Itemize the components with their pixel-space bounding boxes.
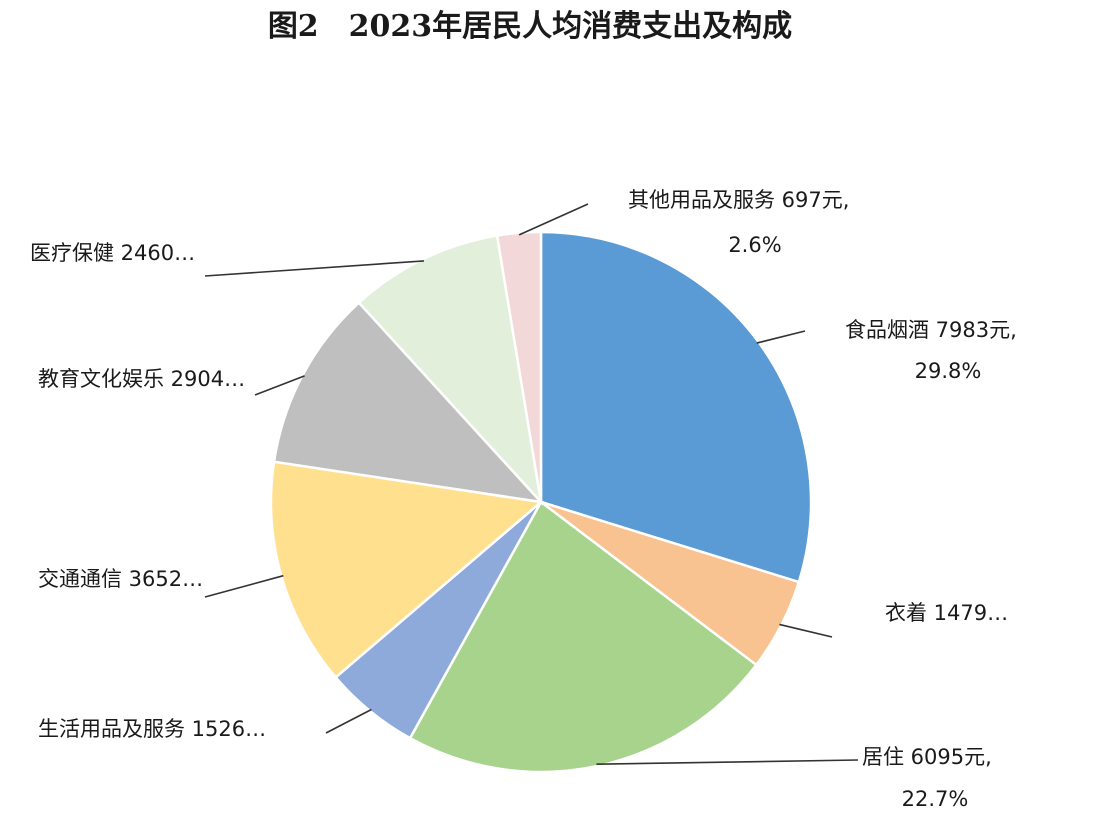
slice-label-3: 居住 6095元, [862, 745, 992, 769]
pie-slice-3 [408, 500, 759, 774]
chart-title: 图2 2023年居民人均消费支出及构成 [268, 9, 792, 44]
slice-label-4: 生活用品及服务 1526… [38, 717, 266, 741]
leader-line-5 [204, 574, 284, 598]
slice-label-7: 医疗保健 2460… [30, 241, 195, 265]
slice-label-8: 其他用品及服务 697元, [628, 188, 849, 212]
slice-label-2: 衣着 1479… [885, 601, 1008, 625]
pie-slice-8 [495, 230, 543, 503]
leader-line-4 [325, 708, 372, 734]
leader-line-8 [518, 203, 589, 236]
leader-line-6 [254, 375, 305, 396]
slice-label-1: 食品烟酒 7983元, [845, 318, 1017, 342]
slice-label-6: 教育文化娱乐 2904… [38, 367, 245, 391]
slice-percent-label-1: 29.8% [915, 359, 982, 383]
leader-line-1 [756, 330, 806, 344]
slice-label-5: 交通通信 3652… [38, 567, 203, 591]
leader-line-3 [596, 759, 859, 765]
slice-percent-label-3: 22.7% [902, 787, 969, 811]
pie-slice-6 [272, 300, 545, 504]
pie-slice-7 [357, 234, 543, 506]
leader-line-7 [204, 260, 425, 277]
leader-line-2 [779, 623, 833, 638]
slice-percent-label-8: 2.6% [728, 233, 781, 257]
